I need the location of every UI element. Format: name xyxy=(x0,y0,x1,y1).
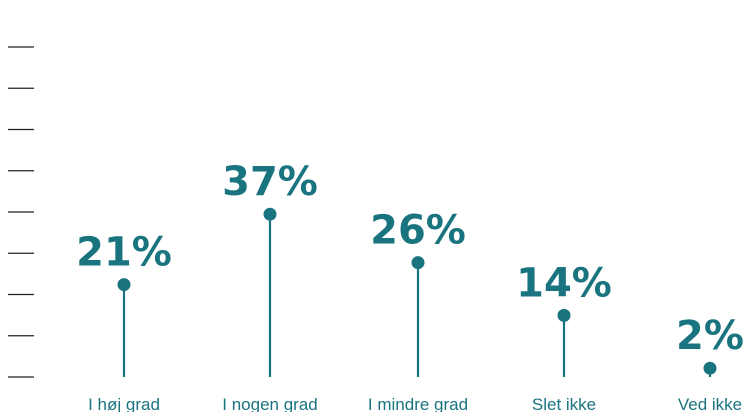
lollipop-dot xyxy=(557,308,571,322)
value-labels: 21% 37% 26% 14% 2% xyxy=(76,159,744,359)
value-label: 37% xyxy=(222,159,318,205)
category-label: Slet ikke xyxy=(532,395,596,412)
y-axis-ticks xyxy=(8,46,34,378)
value-label: 21% xyxy=(76,230,172,276)
category-label: I mindre grad xyxy=(368,395,468,412)
category-label: Ved ikke xyxy=(678,395,742,412)
value-label: 2% xyxy=(676,313,744,359)
lollipop-dot xyxy=(703,361,717,375)
lollipop-dot xyxy=(263,207,277,221)
category-label: I nogen grad xyxy=(222,395,317,412)
lollipop-dots xyxy=(117,207,717,375)
value-label: 14% xyxy=(516,260,612,306)
lollipop-dot xyxy=(411,256,425,270)
category-label: I høj grad xyxy=(88,395,160,412)
lollipop-dot xyxy=(117,278,131,292)
category-labels: I høj grad I nogen grad I mindre grad Slet … xyxy=(88,395,742,412)
value-label: 26% xyxy=(370,208,466,254)
